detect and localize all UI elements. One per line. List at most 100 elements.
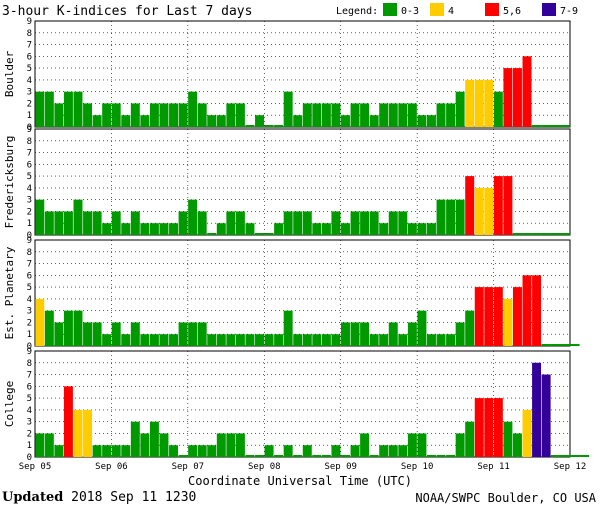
- k-index-bar: [350, 445, 360, 457]
- k-index-bar: [235, 433, 245, 457]
- k-index-bar: [111, 103, 121, 127]
- y-tick-label: 9: [27, 236, 32, 246]
- k-index-bar: [92, 445, 102, 457]
- y-tick-label: 2: [27, 318, 32, 328]
- k-index-bar: [360, 433, 370, 457]
- y-tick-label: 7: [27, 41, 32, 51]
- k-index-bar: [312, 334, 322, 346]
- missing-bar: [560, 233, 570, 235]
- y-tick-label: 9: [27, 347, 32, 357]
- panel-label: Boulder: [3, 50, 16, 97]
- k-index-bar: [149, 421, 159, 457]
- updated-timestamp: 2018 Sep 11 1230: [71, 490, 197, 505]
- k-index-bar: [369, 455, 379, 457]
- k-index-bar: [283, 445, 293, 457]
- k-index-bar: [302, 211, 312, 235]
- k-index-bar: [54, 211, 64, 235]
- k-index-bar: [274, 223, 284, 235]
- k-index-bar: [302, 445, 312, 457]
- missing-bar: [570, 455, 580, 457]
- k-index-bar: [388, 445, 398, 457]
- k-index-bar: [207, 445, 217, 457]
- k-index-bar: [455, 322, 465, 346]
- k-index-bar: [388, 211, 398, 235]
- k-index-bar: [121, 115, 131, 127]
- k-index-bar: [102, 334, 112, 346]
- x-tick-label: Sep 10: [401, 462, 434, 472]
- k-index-bar: [321, 103, 331, 127]
- k-index-bar: [197, 322, 207, 346]
- y-tick-label: 6: [27, 160, 32, 170]
- k-index-bar: [512, 68, 522, 127]
- k-index-bar: [111, 322, 121, 346]
- k-index-bar: [207, 115, 217, 127]
- y-tick-label: 0: [27, 123, 32, 133]
- k-index-bar: [465, 176, 475, 235]
- k-index-bar: [321, 223, 331, 235]
- x-tick-label: Sep 09: [324, 462, 357, 472]
- k-index-bar: [216, 433, 226, 457]
- y-tick-label: 5: [27, 64, 32, 74]
- k-index-bar: [226, 211, 236, 235]
- k-index-bar: [503, 68, 513, 127]
- k-index-bar: [121, 334, 131, 346]
- k-index-bar: [484, 187, 494, 235]
- k-index-bar: [379, 445, 389, 457]
- k-index-bar: [522, 409, 532, 457]
- k-index-bar: [302, 103, 312, 127]
- k-index-bar: [54, 322, 64, 346]
- k-index-bar: [178, 211, 188, 235]
- k-index-bar: [455, 433, 465, 457]
- k-index-bar: [541, 374, 551, 457]
- k-index-bar: [331, 103, 341, 127]
- y-tick-label: 4: [27, 406, 32, 416]
- k-index-bar: [159, 334, 169, 346]
- k-index-bar: [446, 455, 456, 457]
- k-index-bar: [341, 322, 350, 346]
- y-tick-label: 2: [27, 429, 32, 439]
- k-index-bar: [63, 91, 73, 127]
- k-index-bar: [283, 211, 293, 235]
- k-index-bar: [159, 433, 169, 457]
- x-tick-label: Sep 11: [477, 462, 510, 472]
- k-index-bar: [369, 211, 379, 235]
- k-index-bar: [312, 223, 322, 235]
- x-tick-label: Sep 05: [19, 462, 52, 472]
- k-index-bar: [121, 445, 131, 457]
- k-index-bar: [465, 79, 475, 127]
- x-axis-ticks: Sep 05 Sep 06 Sep 07 Sep 08 Sep 09 Sep 10 Sep …: [19, 462, 587, 472]
- k-index-bar: [140, 334, 150, 346]
- k-index-bar: [503, 176, 513, 235]
- k-index-bar: [398, 103, 408, 127]
- x-tick-label: Sep 08: [248, 462, 281, 472]
- k-index-bar: [226, 103, 236, 127]
- k-index-bar: [379, 334, 389, 346]
- y-tick-label: 2: [27, 207, 32, 217]
- missing-bar: [541, 344, 551, 346]
- k-index-bar: [235, 334, 245, 346]
- y-tick-label: 7: [27, 260, 32, 270]
- panel-label: Fredericksburg: [3, 136, 16, 229]
- k-index-bar: [522, 275, 532, 346]
- k-index-bar: [302, 334, 312, 346]
- k-index-bar: [245, 334, 255, 346]
- k-index-bar: [369, 115, 379, 127]
- missing-bar: [541, 233, 551, 235]
- k-index-bar: [216, 115, 226, 127]
- k-index-bar: [532, 275, 542, 346]
- y-tick-label: 1: [27, 441, 32, 451]
- k-index-bar: [130, 322, 140, 346]
- k-index-bar: [484, 287, 494, 346]
- k-index-bar: [293, 334, 303, 346]
- y-tick-label: 3: [27, 418, 32, 428]
- k-index-bar: [73, 409, 83, 457]
- k-index-bar: [331, 211, 341, 235]
- k-index-bar: [360, 211, 370, 235]
- k-index-bar: [341, 455, 350, 457]
- k-index-bar: [54, 103, 64, 127]
- k-index-bar: [331, 334, 341, 346]
- k-index-bar: [178, 322, 188, 346]
- k-index-bar: [92, 322, 102, 346]
